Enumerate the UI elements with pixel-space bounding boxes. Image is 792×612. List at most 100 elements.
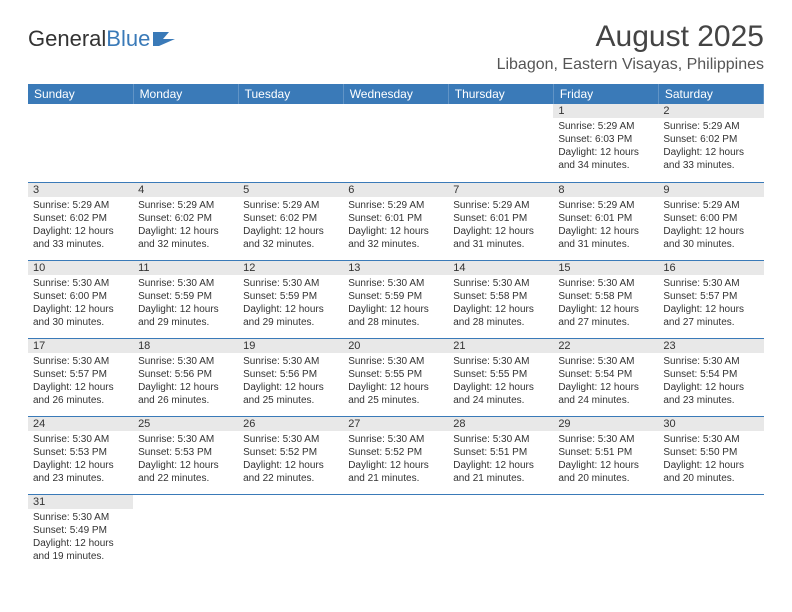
- day-number: 30: [658, 417, 763, 431]
- page-title: August 2025: [497, 20, 764, 54]
- day-data: Sunrise: 5:30 AMSunset: 5:57 PMDaylight:…: [658, 275, 763, 332]
- calendar-cell: [28, 104, 133, 182]
- day-data: Sunrise: 5:29 AMSunset: 6:02 PMDaylight:…: [658, 118, 763, 175]
- day-data: Sunrise: 5:30 AMSunset: 5:50 PMDaylight:…: [658, 431, 763, 488]
- calendar-cell: 28Sunrise: 5:30 AMSunset: 5:51 PMDayligh…: [448, 416, 553, 494]
- day-number: 25: [133, 417, 238, 431]
- calendar-row: 3Sunrise: 5:29 AMSunset: 6:02 PMDaylight…: [28, 182, 764, 260]
- day-header: Saturday: [658, 84, 763, 104]
- day-number: 16: [658, 261, 763, 275]
- day-number: 28: [448, 417, 553, 431]
- day-number: 9: [658, 183, 763, 197]
- day-number: 22: [553, 339, 658, 353]
- calendar-table: SundayMondayTuesdayWednesdayThursdayFrid…: [28, 84, 764, 572]
- calendar-cell: 7Sunrise: 5:29 AMSunset: 6:01 PMDaylight…: [448, 182, 553, 260]
- calendar-row: 10Sunrise: 5:30 AMSunset: 6:00 PMDayligh…: [28, 260, 764, 338]
- day-number: 24: [28, 417, 133, 431]
- logo-text-2: Blue: [106, 26, 150, 52]
- day-number: 6: [343, 183, 448, 197]
- day-header: Thursday: [448, 84, 553, 104]
- calendar-cell: 15Sunrise: 5:30 AMSunset: 5:58 PMDayligh…: [553, 260, 658, 338]
- calendar-row: 17Sunrise: 5:30 AMSunset: 5:57 PMDayligh…: [28, 338, 764, 416]
- calendar-body: 1Sunrise: 5:29 AMSunset: 6:03 PMDaylight…: [28, 104, 764, 572]
- day-number: 3: [28, 183, 133, 197]
- day-data: Sunrise: 5:29 AMSunset: 6:03 PMDaylight:…: [553, 118, 658, 175]
- day-data: Sunrise: 5:30 AMSunset: 6:00 PMDaylight:…: [28, 275, 133, 332]
- calendar-cell: 19Sunrise: 5:30 AMSunset: 5:56 PMDayligh…: [238, 338, 343, 416]
- day-number: 4: [133, 183, 238, 197]
- day-header: Monday: [133, 84, 238, 104]
- page: GeneralBlue August 2025 Libagon, Eastern…: [0, 0, 792, 582]
- calendar-cell: 14Sunrise: 5:30 AMSunset: 5:58 PMDayligh…: [448, 260, 553, 338]
- day-number: 27: [343, 417, 448, 431]
- calendar-cell: 18Sunrise: 5:30 AMSunset: 5:56 PMDayligh…: [133, 338, 238, 416]
- calendar-cell: 23Sunrise: 5:30 AMSunset: 5:54 PMDayligh…: [658, 338, 763, 416]
- day-number: 1: [553, 104, 658, 118]
- calendar-cell: 12Sunrise: 5:30 AMSunset: 5:59 PMDayligh…: [238, 260, 343, 338]
- calendar-cell: 26Sunrise: 5:30 AMSunset: 5:52 PMDayligh…: [238, 416, 343, 494]
- day-data: Sunrise: 5:30 AMSunset: 5:59 PMDaylight:…: [343, 275, 448, 332]
- day-data: Sunrise: 5:30 AMSunset: 5:51 PMDaylight:…: [448, 431, 553, 488]
- day-data: Sunrise: 5:30 AMSunset: 5:55 PMDaylight:…: [343, 353, 448, 410]
- day-data: Sunrise: 5:30 AMSunset: 5:53 PMDaylight:…: [28, 431, 133, 488]
- calendar-cell: 2Sunrise: 5:29 AMSunset: 6:02 PMDaylight…: [658, 104, 763, 182]
- calendar-cell: [133, 104, 238, 182]
- calendar-cell: 27Sunrise: 5:30 AMSunset: 5:52 PMDayligh…: [343, 416, 448, 494]
- day-data: Sunrise: 5:30 AMSunset: 5:54 PMDaylight:…: [553, 353, 658, 410]
- calendar-cell: 4Sunrise: 5:29 AMSunset: 6:02 PMDaylight…: [133, 182, 238, 260]
- calendar-cell: [448, 494, 553, 572]
- calendar-cell: 3Sunrise: 5:29 AMSunset: 6:02 PMDaylight…: [28, 182, 133, 260]
- calendar-cell: [238, 494, 343, 572]
- day-data: Sunrise: 5:30 AMSunset: 5:54 PMDaylight:…: [658, 353, 763, 410]
- page-subtitle: Libagon, Eastern Visayas, Philippines: [497, 56, 764, 74]
- day-data: Sunrise: 5:30 AMSunset: 5:58 PMDaylight:…: [553, 275, 658, 332]
- day-number: 26: [238, 417, 343, 431]
- day-number: 13: [343, 261, 448, 275]
- day-number: 17: [28, 339, 133, 353]
- day-data: Sunrise: 5:30 AMSunset: 5:52 PMDaylight:…: [238, 431, 343, 488]
- day-number: 11: [133, 261, 238, 275]
- day-number: 18: [133, 339, 238, 353]
- day-number: 19: [238, 339, 343, 353]
- calendar-cell: 16Sunrise: 5:30 AMSunset: 5:57 PMDayligh…: [658, 260, 763, 338]
- calendar-row: 24Sunrise: 5:30 AMSunset: 5:53 PMDayligh…: [28, 416, 764, 494]
- calendar-cell: 24Sunrise: 5:30 AMSunset: 5:53 PMDayligh…: [28, 416, 133, 494]
- calendar-cell: [343, 104, 448, 182]
- calendar-cell: [448, 104, 553, 182]
- calendar-cell: 5Sunrise: 5:29 AMSunset: 6:02 PMDaylight…: [238, 182, 343, 260]
- calendar-cell: 30Sunrise: 5:30 AMSunset: 5:50 PMDayligh…: [658, 416, 763, 494]
- day-data: Sunrise: 5:29 AMSunset: 6:02 PMDaylight:…: [28, 197, 133, 254]
- day-number: 7: [448, 183, 553, 197]
- calendar-cell: [238, 104, 343, 182]
- day-data: Sunrise: 5:30 AMSunset: 5:52 PMDaylight:…: [343, 431, 448, 488]
- calendar-cell: 22Sunrise: 5:30 AMSunset: 5:54 PMDayligh…: [553, 338, 658, 416]
- calendar-cell: 21Sunrise: 5:30 AMSunset: 5:55 PMDayligh…: [448, 338, 553, 416]
- day-number: 15: [553, 261, 658, 275]
- header: GeneralBlue August 2025 Libagon, Eastern…: [28, 20, 764, 74]
- day-data: Sunrise: 5:30 AMSunset: 5:49 PMDaylight:…: [28, 509, 133, 566]
- day-data: Sunrise: 5:30 AMSunset: 5:58 PMDaylight:…: [448, 275, 553, 332]
- day-header: Sunday: [28, 84, 133, 104]
- day-data: Sunrise: 5:30 AMSunset: 5:59 PMDaylight:…: [238, 275, 343, 332]
- calendar-cell: [343, 494, 448, 572]
- day-number: 29: [553, 417, 658, 431]
- day-data: Sunrise: 5:30 AMSunset: 5:51 PMDaylight:…: [553, 431, 658, 488]
- day-data: Sunrise: 5:29 AMSunset: 6:00 PMDaylight:…: [658, 197, 763, 254]
- calendar-cell: 31Sunrise: 5:30 AMSunset: 5:49 PMDayligh…: [28, 494, 133, 572]
- day-number: 21: [448, 339, 553, 353]
- calendar-cell: 25Sunrise: 5:30 AMSunset: 5:53 PMDayligh…: [133, 416, 238, 494]
- logo-flag-icon: [153, 30, 179, 48]
- calendar-cell: 1Sunrise: 5:29 AMSunset: 6:03 PMDaylight…: [553, 104, 658, 182]
- day-data: Sunrise: 5:29 AMSunset: 6:01 PMDaylight:…: [553, 197, 658, 254]
- day-data: Sunrise: 5:29 AMSunset: 6:02 PMDaylight:…: [133, 197, 238, 254]
- calendar-cell: 13Sunrise: 5:30 AMSunset: 5:59 PMDayligh…: [343, 260, 448, 338]
- calendar-cell: 17Sunrise: 5:30 AMSunset: 5:57 PMDayligh…: [28, 338, 133, 416]
- day-data: Sunrise: 5:30 AMSunset: 5:59 PMDaylight:…: [133, 275, 238, 332]
- day-header-row: SundayMondayTuesdayWednesdayThursdayFrid…: [28, 84, 764, 104]
- day-number: 23: [658, 339, 763, 353]
- day-data: Sunrise: 5:29 AMSunset: 6:02 PMDaylight:…: [238, 197, 343, 254]
- day-data: Sunrise: 5:30 AMSunset: 5:56 PMDaylight:…: [133, 353, 238, 410]
- day-number: 10: [28, 261, 133, 275]
- calendar-row: 31Sunrise: 5:30 AMSunset: 5:49 PMDayligh…: [28, 494, 764, 572]
- logo-text-1: General: [28, 26, 106, 52]
